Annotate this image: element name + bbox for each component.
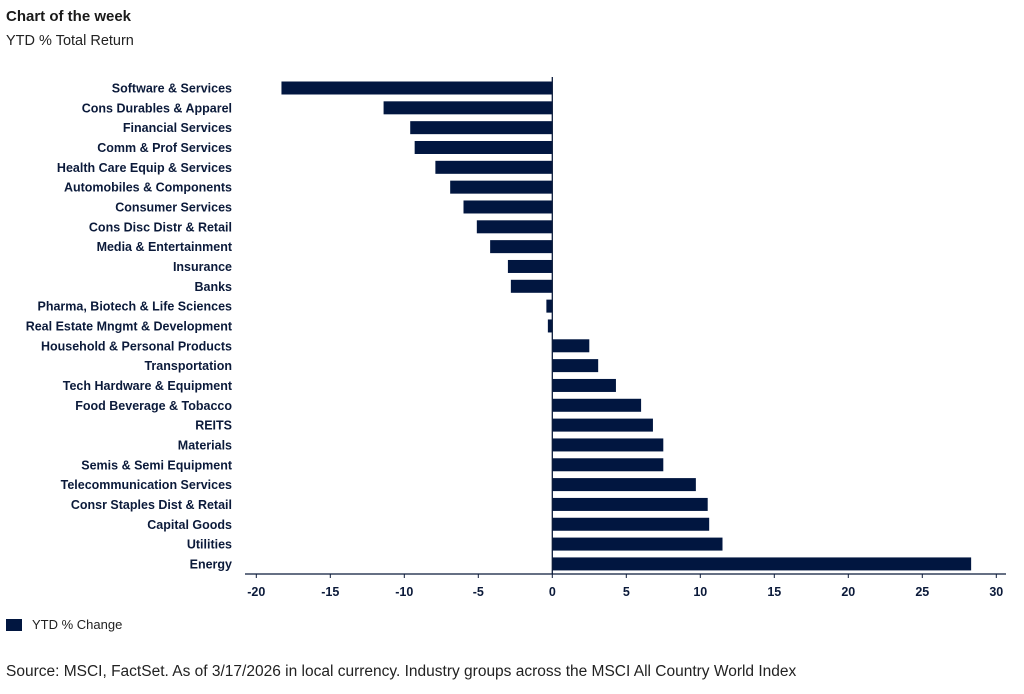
chart-title: Chart of the week [6, 8, 132, 25]
bar [507, 259, 553, 273]
category-label: Household & Personal Products [41, 339, 232, 353]
category-label: Automobiles & Components [64, 181, 232, 195]
bar [552, 339, 590, 353]
legend-swatch [6, 618, 22, 631]
category-label: Pharma, Biotech & Life Sciences [37, 300, 232, 314]
category-label: Software & Services [112, 82, 232, 96]
category-label: Cons Durables & Apparel [82, 101, 232, 115]
x-tick-label: -15 [321, 585, 339, 599]
bar [552, 517, 710, 531]
bar [552, 458, 664, 472]
x-tick-label: 5 [623, 585, 630, 599]
source-note: Source: MSCI, FactSet. As of 3/17/2026 i… [6, 663, 797, 680]
category-label: Materials [178, 438, 232, 452]
bar [552, 359, 599, 373]
x-tick-label: -20 [247, 585, 265, 599]
category-label: Cons Disc Distr & Retail [89, 220, 232, 234]
bar [547, 319, 553, 333]
x-tick-label: 30 [989, 585, 1003, 599]
x-tick-label: 20 [841, 585, 855, 599]
category-label: Insurance [173, 260, 232, 274]
bar [552, 478, 696, 492]
category-label: Banks [194, 280, 232, 294]
legend-label: YTD % Change [32, 617, 123, 632]
category-label: REITS [195, 419, 232, 433]
category-label: Tech Hardware & Equipment [63, 379, 233, 393]
category-label: Health Care Equip & Services [57, 161, 232, 175]
category-label: Food Beverage & Tobacco [75, 399, 232, 413]
x-tick-label: 10 [693, 585, 707, 599]
legend: YTD % Change [6, 617, 122, 632]
category-label: Media & Entertainment [97, 240, 233, 254]
category-label: Financial Services [123, 121, 232, 135]
category-label: Telecommunication Services [61, 478, 232, 492]
x-tick-label: 0 [549, 585, 556, 599]
bar [552, 378, 616, 392]
category-label: Energy [190, 557, 232, 571]
bar [281, 81, 553, 95]
bar [552, 398, 642, 412]
bar [552, 557, 972, 571]
category-label: Consumer Services [115, 200, 232, 214]
x-tick-label: -10 [395, 585, 413, 599]
bar [414, 140, 553, 154]
bar [435, 160, 553, 174]
bar [546, 299, 553, 313]
bar [476, 220, 553, 234]
category-label: Real Estate Mngmt & Development [26, 319, 233, 333]
bar [463, 200, 553, 214]
bar [552, 537, 723, 551]
category-label: Capital Goods [147, 518, 232, 532]
category-label: Transportation [144, 359, 232, 373]
bar [450, 180, 553, 194]
bar [552, 497, 708, 511]
bar [510, 279, 553, 293]
category-label: Utilities [187, 538, 232, 552]
bar [410, 121, 553, 135]
x-tick-label: -5 [473, 585, 484, 599]
bar [383, 101, 553, 115]
bar [552, 418, 653, 432]
category-label: Semis & Semi Equipment [81, 458, 233, 472]
category-label: Consr Staples Dist & Retail [71, 498, 232, 512]
category-label: Comm & Prof Services [97, 141, 232, 155]
x-tick-label: 25 [915, 585, 929, 599]
chart-subtitle: YTD % Total Return [6, 33, 134, 49]
bar [552, 438, 664, 452]
bar [490, 240, 553, 254]
x-tick-label: 15 [767, 585, 781, 599]
